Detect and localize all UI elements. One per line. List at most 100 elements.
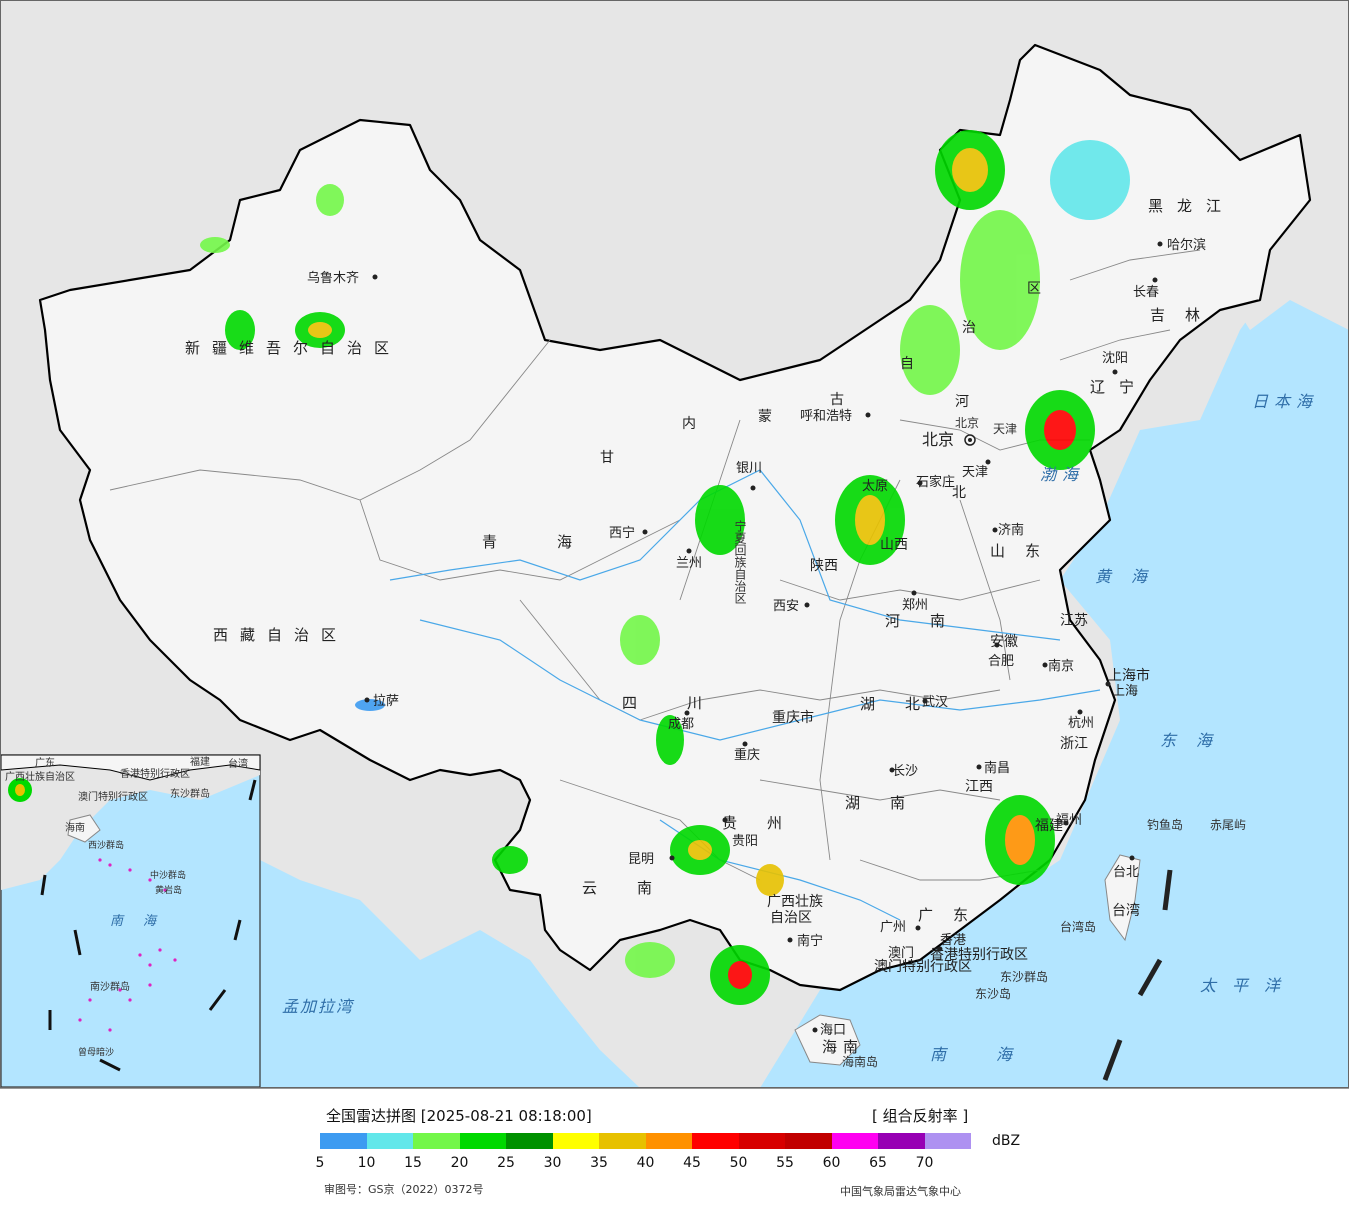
city-guangzhou: 广州 [880, 920, 906, 935]
inset-taiwan: 台湾 [228, 757, 248, 770]
label-shanxi: 山西 [880, 537, 908, 553]
label-yunnan: 云南 [582, 879, 692, 897]
color-swatch [738, 1133, 785, 1149]
color-swatch [552, 1133, 599, 1149]
label-guangdong: 广东 [918, 906, 988, 924]
inset-hongkong: 香港特别行政区 [120, 767, 190, 780]
sea-east: 东海 [1160, 731, 1232, 750]
city-changsha: 长沙 [892, 764, 918, 779]
product-type: [ 组合反射率 ] [872, 1107, 969, 1125]
color-swatch [785, 1133, 832, 1149]
organization: 中国气象局雷达气象中心 [840, 1185, 961, 1198]
city-haikou: 海口 [820, 1023, 846, 1038]
color-swatch [366, 1133, 413, 1149]
label-neimenggu-3: 古 [830, 392, 844, 408]
city-jinan: 济南 [998, 522, 1024, 538]
scale-tick: 35 [590, 1155, 608, 1171]
inset-south-sea: 南海 [110, 914, 176, 929]
city-lanzhou: 兰州 [676, 556, 702, 571]
inset-xisha: 西沙群岛 [88, 839, 124, 851]
island-diaoyu: 钓鱼岛 [1147, 817, 1183, 832]
label-hongkong: 香港特别行政区 [930, 947, 1028, 963]
city-nanjing: 南京 [1048, 658, 1074, 674]
city-chengdu: 成都 [668, 717, 694, 732]
label-tianjin: 天津 [993, 422, 1017, 436]
label-beijing: 北京 [955, 416, 979, 430]
label-henan: 河南 [885, 612, 975, 630]
city-zhengzhou: 郑州 [902, 598, 928, 613]
label-fujian: 福建 [1035, 818, 1063, 834]
inset-huangyan: 黄岩岛 [155, 884, 182, 896]
inset-fujian: 福建 [190, 755, 210, 768]
city-shenyang: 沈阳 [1102, 351, 1128, 366]
city-dots [364, 241, 1163, 1033]
label-gansu: 甘 [600, 450, 614, 466]
inset-hainan: 海南 [65, 821, 85, 834]
label-neimenggu-4: 自 [900, 356, 914, 372]
label-guangxi-1: 广西壮族 [767, 894, 823, 910]
hainan-island-shape [794, 1014, 861, 1066]
island-chiwei: 赤尾屿 [1210, 818, 1246, 832]
color-swatch [506, 1133, 553, 1149]
label-hebei-2: 北 [952, 485, 966, 501]
color-swatch [320, 1133, 367, 1149]
label-hubei: 湖北 [860, 695, 950, 713]
color-swatch [878, 1133, 925, 1149]
sea-pacific: 太平洋 [1200, 976, 1296, 995]
label-sichuan: 四川 [622, 694, 752, 712]
scale-tick: 5 [315, 1155, 325, 1171]
city-xian: 西安 [773, 599, 799, 614]
sea-bohai: 渤海 [1040, 465, 1084, 484]
city-harbin: 哈尔滨 [1167, 237, 1206, 253]
city-changchun: 长春 [1133, 285, 1159, 300]
label-jiangxi: 江西 [965, 779, 993, 795]
city-shijiazhuang: 石家庄 [916, 474, 955, 490]
scale-tick: 50 [729, 1155, 748, 1171]
bengal-area [260, 860, 640, 1088]
color-swatch [924, 1133, 971, 1149]
city-fuzhou: 福州 [1056, 813, 1082, 828]
label-jilin: 吉林 [1150, 306, 1220, 324]
label-qinghai: 青海 [482, 533, 632, 551]
sea-bengal: 孟加拉湾 [282, 997, 355, 1016]
label-hebei-1: 河 [955, 394, 969, 410]
scale-tick: 10 [357, 1155, 376, 1171]
sea-yellow: 黄海 [1095, 567, 1167, 586]
label-macao: 澳门特别行政区 [874, 959, 972, 975]
scale-tick: 40 [636, 1155, 655, 1171]
sea-japan: 日本海 [1252, 392, 1318, 411]
city-hongkong: 香港 [940, 933, 966, 948]
city-beijing: 北京 [922, 430, 954, 449]
city-macao: 澳门 [888, 945, 914, 961]
radar-map: 新疆维吾尔自治区 西藏自治区 青海 甘 四川 云南 贵州 广西壮族 自治区 广东… [0, 0, 1349, 1088]
color-swatch [645, 1133, 692, 1149]
city-lhasa: 拉萨 [373, 694, 399, 709]
city-taipei: 台北 [1113, 865, 1139, 880]
label-neimenggu-5: 治 [962, 320, 976, 336]
color-swatch [459, 1133, 506, 1149]
scale-tick: 15 [404, 1155, 422, 1171]
inset-nansha: 南沙群岛 [90, 980, 130, 993]
city-hangzhou: 杭州 [1068, 716, 1094, 731]
pacific-sea-area [760, 260, 1349, 1088]
scale-tick: 45 [683, 1155, 701, 1171]
sea-south: 南海 [930, 1045, 1062, 1064]
inset-macao: 澳门特别行政区 [78, 790, 148, 803]
scale-tick: 25 [497, 1155, 515, 1171]
city-taiyuan: 太原 [862, 479, 888, 494]
city-kunming: 昆明 [628, 852, 654, 867]
radar-echoes [200, 130, 1130, 1005]
city-xining: 西宁 [609, 525, 635, 541]
label-anhui: 安徽 [990, 634, 1018, 650]
city-nanning: 南宁 [797, 933, 823, 949]
city-shanghai: 上海 [1112, 684, 1138, 699]
city-hohhot: 呼和浩特 [800, 409, 852, 424]
label-zhejiang: 浙江 [1060, 736, 1088, 752]
scale-tick: 55 [776, 1155, 794, 1171]
label-heilongjiang: 黑龙江 [1148, 197, 1235, 215]
label-guizhou: 贵州 [722, 814, 812, 832]
label-hainan: 海南 [822, 1038, 864, 1056]
city-nanchang: 南昌 [984, 760, 1010, 776]
city-chongqing: 重庆 [734, 747, 760, 763]
scale-tick: 60 [822, 1155, 841, 1171]
